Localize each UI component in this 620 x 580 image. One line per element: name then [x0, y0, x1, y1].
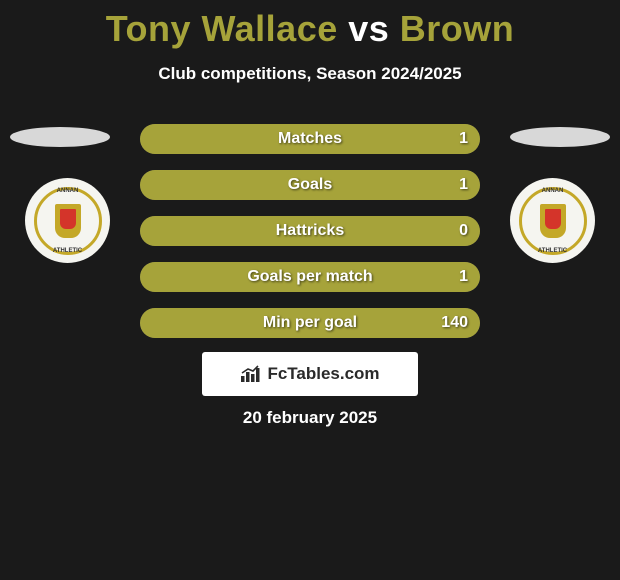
title-left-player: Tony Wallace	[106, 8, 338, 49]
shield-icon	[55, 204, 81, 238]
date-text: 20 february 2025	[0, 408, 620, 428]
brand-badge: FcTables.com	[202, 352, 418, 396]
stat-row: Min per goal 140	[140, 308, 480, 338]
stat-value-right: 140	[441, 314, 468, 332]
brand-text: FcTables.com	[267, 364, 379, 384]
club-badge-left-text-top: ANNAN	[37, 188, 99, 194]
bar-chart-icon	[240, 365, 262, 383]
club-badge-left-inner: ANNAN ATHLETIC	[34, 187, 102, 255]
stat-row: Hattricks 0	[140, 216, 480, 246]
stat-row: Goals 1	[140, 170, 480, 200]
club-badge-right-text-bottom: ATHLETIC	[522, 248, 584, 254]
stat-label: Goals per match	[140, 268, 480, 286]
title-right-player: Brown	[400, 8, 515, 49]
club-badge-left: ANNAN ATHLETIC	[25, 178, 110, 263]
club-badge-right-inner: ANNAN ATHLETIC	[519, 187, 587, 255]
page-title: Tony Wallace vs Brown	[0, 0, 620, 50]
stat-label: Min per goal	[140, 314, 480, 332]
stat-value-right: 1	[459, 130, 468, 148]
club-badge-right-text-top: ANNAN	[522, 188, 584, 194]
stat-label: Matches	[140, 130, 480, 148]
stat-value-right: 1	[459, 268, 468, 286]
stat-row: Matches 1	[140, 124, 480, 154]
player-avatar-right	[510, 127, 610, 147]
player-avatar-left	[10, 127, 110, 147]
title-vs: vs	[338, 8, 400, 49]
club-badge-right: ANNAN ATHLETIC	[510, 178, 595, 263]
stat-label: Goals	[140, 176, 480, 194]
stat-value-right: 0	[459, 222, 468, 240]
subtitle: Club competitions, Season 2024/2025	[0, 64, 620, 84]
club-badge-left-text-bottom: ATHLETIC	[37, 248, 99, 254]
stat-label: Hattricks	[140, 222, 480, 240]
stat-row: Goals per match 1	[140, 262, 480, 292]
stats-container: Matches 1 Goals 1 Hattricks 0 Goals per …	[140, 124, 480, 354]
shield-icon	[540, 204, 566, 238]
stat-value-right: 1	[459, 176, 468, 194]
